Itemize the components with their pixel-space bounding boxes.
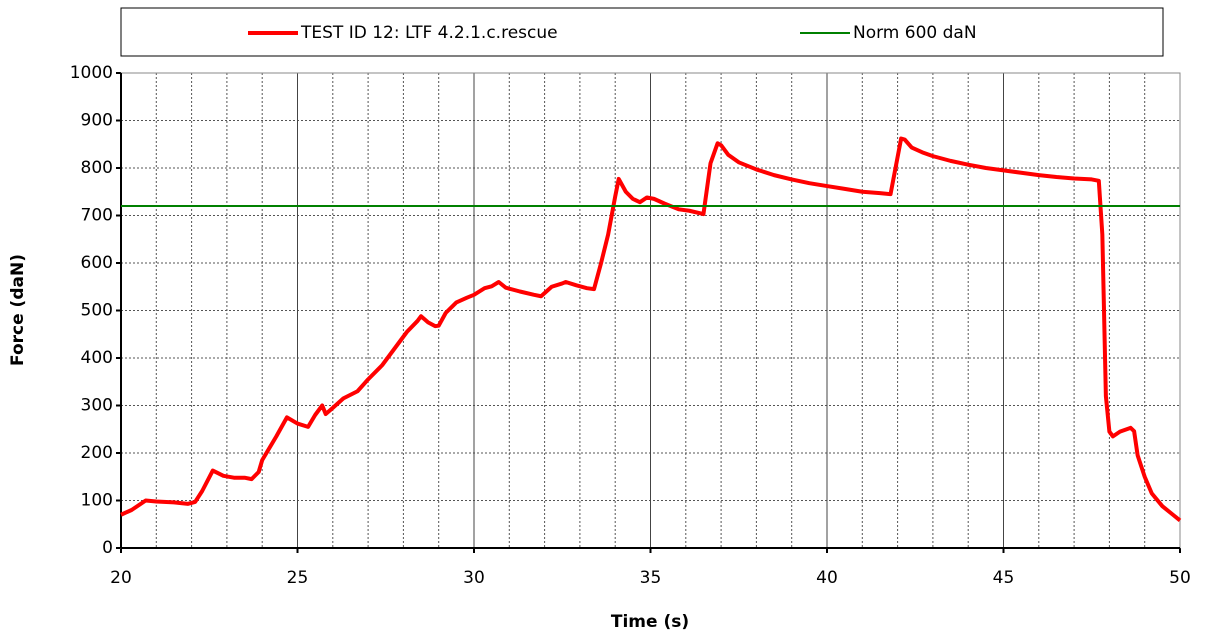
x-tick-label: 45 bbox=[993, 568, 1015, 588]
y-tick-label: 200 bbox=[81, 443, 113, 463]
x-tick-label: 25 bbox=[287, 568, 309, 588]
y-tick-label: 1000 bbox=[70, 63, 113, 83]
y-tick-label: 300 bbox=[81, 396, 113, 416]
x-tick-label: 40 bbox=[816, 568, 838, 588]
y-tick-label: 500 bbox=[81, 301, 113, 321]
y-tick-label: 0 bbox=[102, 538, 113, 558]
legend-label: Norm 600 daN bbox=[853, 23, 977, 43]
x-tick-label: 35 bbox=[640, 568, 662, 588]
legend-label: TEST ID 12: LTF 4.2.1.c.rescue bbox=[300, 23, 558, 43]
y-tick-label: 800 bbox=[81, 158, 113, 178]
y-tick-label: 700 bbox=[81, 206, 113, 226]
x-tick-label: 30 bbox=[463, 568, 485, 588]
x-tick-label: 50 bbox=[1169, 568, 1191, 588]
y-tick-label: 900 bbox=[81, 111, 113, 131]
y-tick-label: 600 bbox=[81, 253, 113, 273]
x-tick-label: 20 bbox=[110, 568, 132, 588]
y-tick-label: 100 bbox=[81, 491, 113, 511]
series-line bbox=[120, 136, 1182, 523]
x-axis-title: Time (s) bbox=[611, 612, 689, 632]
y-tick-label: 400 bbox=[81, 348, 113, 368]
y-axis-title: Force (daN) bbox=[8, 254, 28, 366]
